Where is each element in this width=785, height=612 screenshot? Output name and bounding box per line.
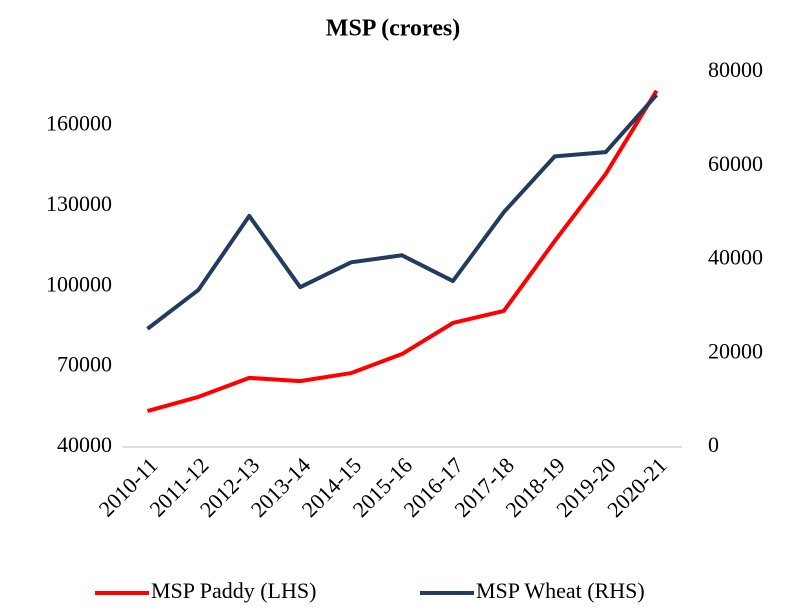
series-line — [146, 89, 659, 414]
y-tick-label: 130000 — [46, 191, 112, 216]
chart-title: MSP (crores) — [326, 16, 460, 42]
y2-tick-label: 20000 — [708, 338, 763, 363]
y2-tick-label: 80000 — [708, 57, 763, 82]
y-tick-label: 100000 — [46, 271, 112, 296]
y-tick-label: 160000 — [46, 111, 112, 136]
y2-tick-label: 40000 — [708, 245, 763, 270]
y2-tick-label: 60000 — [708, 151, 763, 176]
y-tick-label: 40000 — [57, 432, 112, 457]
legend-label: MSP Paddy (LHS) — [151, 578, 316, 603]
y-tick-label: 70000 — [57, 352, 112, 377]
y2-tick-label: 0 — [708, 432, 719, 457]
series-line — [146, 93, 659, 331]
legend-label: MSP Wheat (RHS) — [476, 578, 645, 603]
